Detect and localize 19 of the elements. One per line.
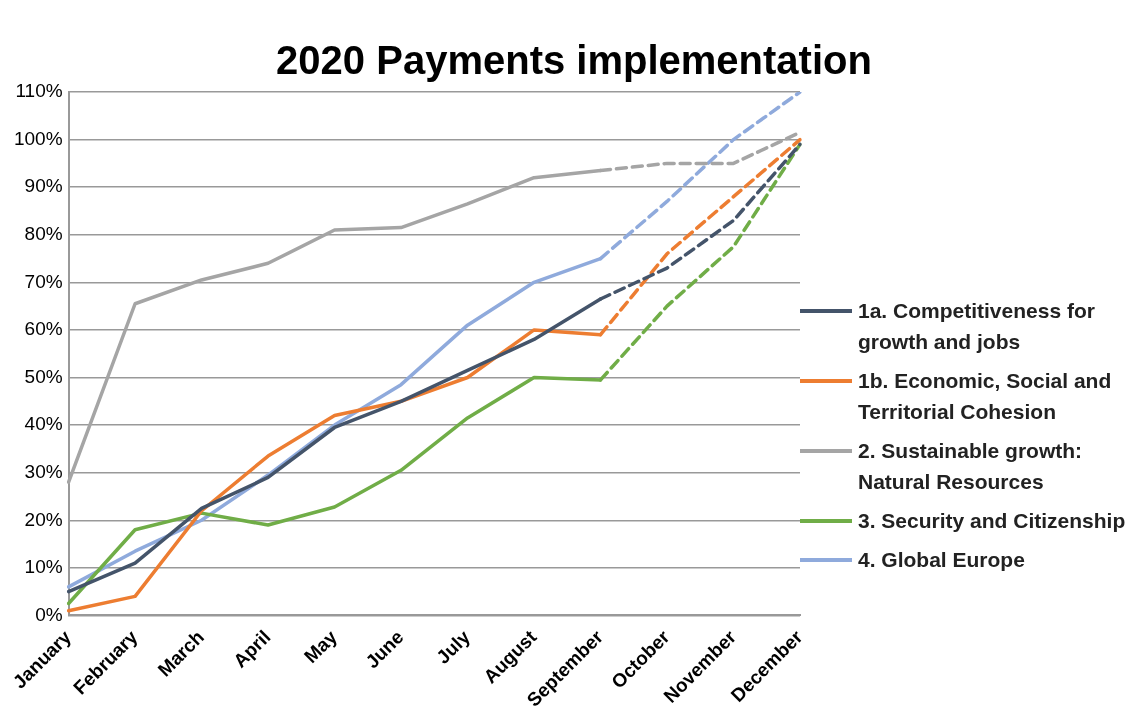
y-tick-label: 40%	[24, 413, 63, 435]
y-tick-label: 10%	[24, 556, 63, 578]
x-tick-label: May	[300, 625, 342, 668]
legend-label: 1b. Economic, Social and Territorial Cohesion	[858, 368, 1113, 425]
y-tick-label: 30%	[24, 460, 63, 482]
y-tick-label: 60%	[24, 318, 63, 340]
chart-title: 2020 Payments implementation	[276, 38, 872, 82]
y-tick-label: 70%	[24, 270, 63, 292]
y-tick-label: 0%	[35, 603, 63, 625]
y-tick-label: 20%	[24, 508, 63, 530]
y-tick-label: 80%	[24, 222, 63, 244]
legend-label: 1a. Competitiveness for growth and jobs	[858, 298, 1096, 355]
y-tick-label: 110%	[15, 80, 63, 102]
y-tick-label: 50%	[24, 365, 63, 387]
legend-label: 4. Global Europe	[858, 547, 1025, 573]
y-tick-label: 100%	[13, 127, 63, 149]
y-tick-label: 90%	[24, 175, 63, 197]
legend-label: 3. Security and Citizenship	[858, 508, 1126, 534]
legend-label: 2. Sustainable growth: Natural Resources	[858, 438, 1084, 495]
